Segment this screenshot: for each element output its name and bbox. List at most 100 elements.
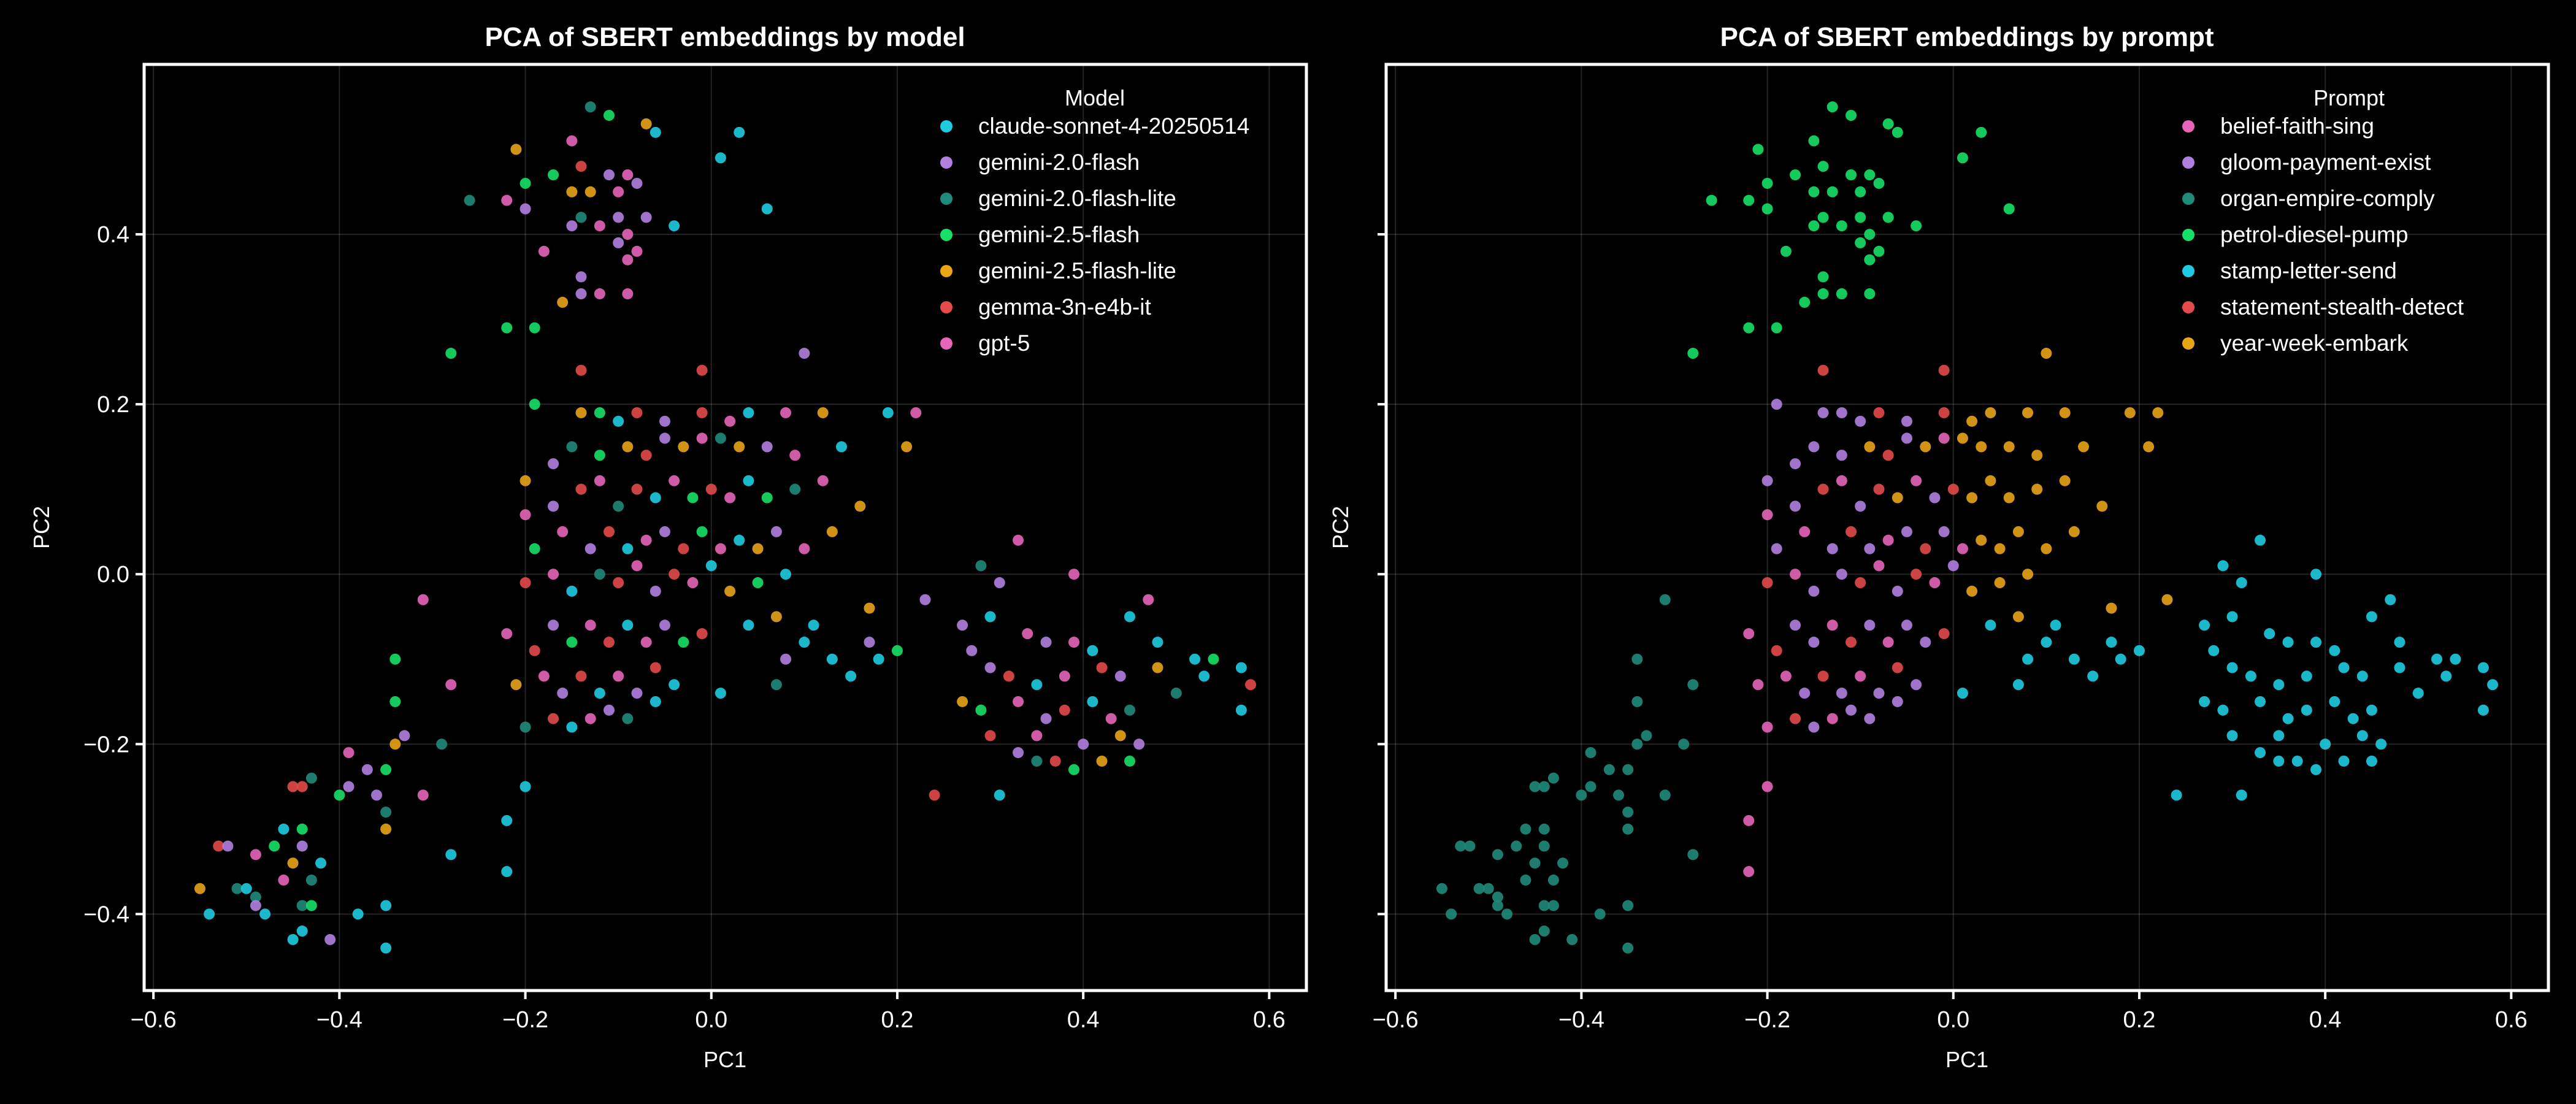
data-point xyxy=(519,577,531,589)
data-point xyxy=(1957,432,1968,444)
data-point xyxy=(1808,585,1820,597)
data-point xyxy=(1864,229,1876,240)
data-point xyxy=(259,908,271,920)
data-point xyxy=(204,908,215,920)
data-point xyxy=(1808,721,1820,733)
data-point xyxy=(2012,526,2024,537)
data-point xyxy=(548,713,559,724)
data-point xyxy=(1068,764,1079,775)
data-point xyxy=(882,407,894,418)
data-point xyxy=(2366,704,2377,716)
data-point xyxy=(845,670,857,682)
data-point xyxy=(1538,840,1550,852)
data-point xyxy=(696,526,708,537)
data-point xyxy=(575,364,587,376)
legend-label: gemini-2.5-flash xyxy=(978,222,1140,247)
data-point xyxy=(510,679,522,691)
x-tick-label: 0.2 xyxy=(2123,1007,2156,1033)
data-point xyxy=(910,407,922,418)
data-point xyxy=(659,432,670,444)
data-point xyxy=(575,670,587,682)
data-point xyxy=(1096,755,1108,767)
data-point xyxy=(1911,220,1922,232)
data-point xyxy=(566,721,578,733)
data-point xyxy=(780,569,792,580)
data-point xyxy=(1947,560,1959,572)
data-point xyxy=(1790,458,1801,470)
data-point xyxy=(631,560,643,572)
data-point xyxy=(724,415,736,427)
data-point xyxy=(1836,288,1847,300)
data-point xyxy=(640,212,652,223)
data-point xyxy=(1576,789,1587,801)
data-point xyxy=(1808,135,1820,147)
data-point xyxy=(1520,874,1531,886)
data-point xyxy=(1761,509,1773,521)
data-point xyxy=(575,407,587,418)
data-point xyxy=(1455,840,1466,852)
data-point xyxy=(650,696,661,707)
data-point xyxy=(1687,849,1699,861)
data-point xyxy=(2338,662,2350,673)
data-point xyxy=(1827,619,1838,631)
data-point xyxy=(1143,594,1154,605)
data-point xyxy=(417,789,429,801)
data-point xyxy=(696,432,708,444)
legend-label: claude-sonnet-4-20250514 xyxy=(978,113,1249,139)
x-tick-label: 0.2 xyxy=(881,1007,914,1033)
y-axis-label-right: PC2 xyxy=(1328,506,1353,549)
data-point xyxy=(1882,118,1894,129)
data-point xyxy=(780,407,792,418)
data-point xyxy=(557,296,569,308)
data-point xyxy=(864,602,875,614)
data-point xyxy=(296,840,308,852)
data-point xyxy=(678,543,689,554)
data-point xyxy=(594,450,605,461)
legend-title-right: Prompt xyxy=(2313,85,2385,110)
data-point xyxy=(1817,271,1829,283)
data-point xyxy=(1985,619,1996,631)
data-point xyxy=(966,645,978,656)
data-point xyxy=(1873,483,1885,495)
data-point xyxy=(1520,823,1531,835)
data-point xyxy=(799,348,810,359)
data-point xyxy=(1105,713,1117,724)
data-point xyxy=(1631,653,1643,665)
data-point xyxy=(1976,534,1987,546)
data-point xyxy=(1547,900,1559,911)
data-point xyxy=(436,738,448,750)
legend-marker xyxy=(2182,337,2195,350)
data-point xyxy=(548,619,559,631)
legend-marker xyxy=(940,265,953,277)
data-point xyxy=(2068,653,2080,665)
data-point xyxy=(1846,169,1857,181)
data-point xyxy=(613,415,624,427)
data-point xyxy=(1855,670,1866,682)
x-axis-label-left: PC1 xyxy=(703,1047,746,1072)
data-point xyxy=(1855,415,1866,427)
data-point xyxy=(2487,679,2499,691)
data-point xyxy=(2356,730,2368,742)
data-point xyxy=(501,628,513,640)
data-point xyxy=(770,679,782,691)
data-point xyxy=(1938,364,1950,376)
panel-by-prompt: PCA of SBERT embeddings by prompt −0.6 −0… xyxy=(1328,22,2550,1072)
data-point xyxy=(1892,585,1903,597)
data-point xyxy=(994,789,1005,801)
data-point xyxy=(1808,637,1820,648)
data-point xyxy=(984,730,996,742)
legend-marker xyxy=(2182,265,2195,277)
data-point xyxy=(2264,628,2275,640)
data-point xyxy=(2477,662,2489,673)
data-point xyxy=(1957,543,1968,554)
data-point xyxy=(501,815,513,826)
legend-label: gloom-payment-exist xyxy=(2220,150,2431,175)
data-point xyxy=(659,526,670,537)
data-point xyxy=(1687,348,1699,359)
data-point xyxy=(566,585,578,597)
data-point xyxy=(2003,203,2015,215)
data-point xyxy=(2012,679,2024,691)
data-point xyxy=(2022,653,2034,665)
data-point xyxy=(2059,475,2071,486)
